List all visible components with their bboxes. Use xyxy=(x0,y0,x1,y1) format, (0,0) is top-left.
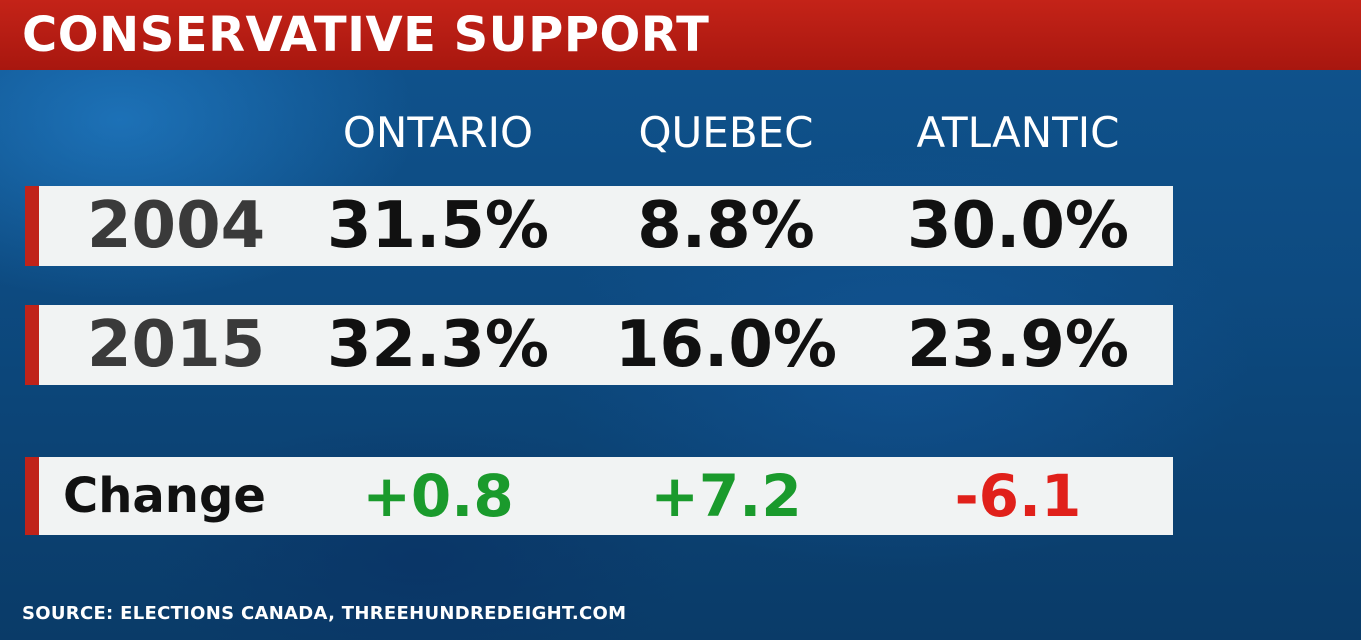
cell-2015-quebec: 16.0% xyxy=(614,308,838,382)
table-row-2015: 2015 32.3% 16.0% 23.9% xyxy=(25,305,1173,385)
row-accent-bar xyxy=(25,305,39,385)
title-bar: CONSERVATIVE SUPPORT xyxy=(0,0,1361,70)
row-label: Change xyxy=(63,468,266,524)
cell-2004-ontario: 31.5% xyxy=(326,189,550,263)
cell-change-quebec: +7.2 xyxy=(650,462,802,530)
cell-2004-quebec: 8.8% xyxy=(637,189,815,263)
cell-2004-atlantic: 30.0% xyxy=(906,189,1130,263)
cell-change-atlantic: -6.1 xyxy=(954,462,1082,530)
row-accent-bar xyxy=(25,457,39,535)
row-accent-bar xyxy=(25,186,39,266)
column-header-ontario: ONTARIO xyxy=(342,108,534,157)
column-header-quebec: QUEBEC xyxy=(638,108,814,157)
chart-title: CONSERVATIVE SUPPORT xyxy=(22,7,710,63)
row-label: 2015 xyxy=(87,308,266,382)
table-row-change: Change +0.8 +7.2 -6.1 xyxy=(25,457,1173,535)
cell-change-ontario: +0.8 xyxy=(362,462,514,530)
table-row-2004: 2004 31.5% 8.8% 30.0% xyxy=(25,186,1173,266)
cell-2015-ontario: 32.3% xyxy=(326,308,550,382)
column-header-atlantic: ATLANTIC xyxy=(916,108,1120,157)
row-label: 2004 xyxy=(87,189,266,263)
cell-2015-atlantic: 23.9% xyxy=(906,308,1130,382)
source-credit: SOURCE: ELECTIONS CANADA, THREEHUNDREDEI… xyxy=(22,603,627,624)
